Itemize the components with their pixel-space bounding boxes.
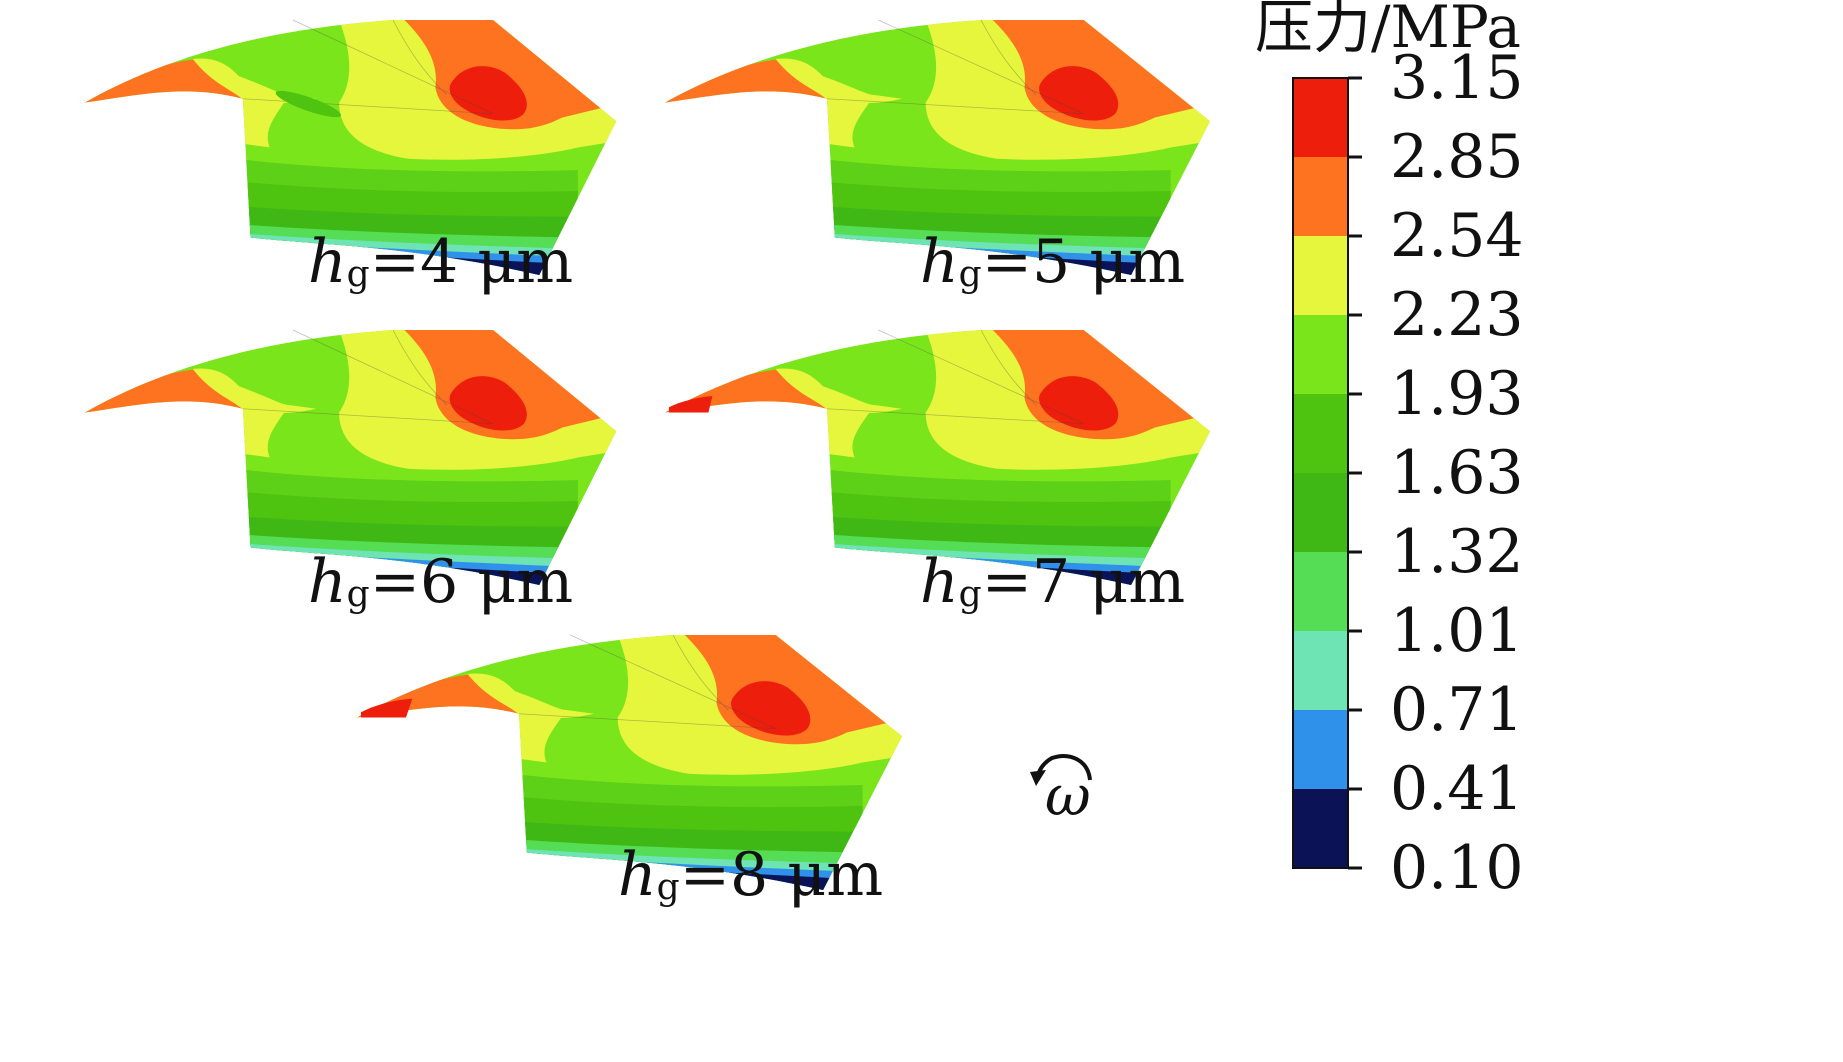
panel-label-hg6: hg=6 μm — [308, 547, 573, 617]
colorbar-band — [1293, 710, 1348, 790]
rotation-indicator: ω — [1030, 754, 1092, 829]
colorbar-tick-label: 3.15 — [1390, 43, 1524, 113]
colorbar-ticks: 3.15 2.85 2.54 2.23 1.93 1.63 1.32 1.01 0.71 0.41… — [1348, 43, 1524, 903]
counterclockwise-arrow-icon — [1036, 754, 1092, 781]
colorbar-tick-label: 1.01 — [1390, 596, 1524, 666]
pressure-panel-hg7 — [657, 323, 1226, 601]
colorbar-tick-label: 0.41 — [1390, 754, 1524, 824]
colorbar-band — [1293, 631, 1348, 711]
panel-label-hg8: hg=8 μm — [618, 840, 883, 910]
panel-label-hg7: hg=7 μm — [920, 547, 1185, 617]
colorbar-bands — [1293, 78, 1348, 869]
panel-labels: hg=4 μm hg=5 μm hg=6 μm hg=7 μm hg=8 μm — [308, 227, 1185, 910]
pressure-panel-hg8 — [349, 628, 918, 906]
colorbar-tick-label: 2.23 — [1390, 280, 1524, 350]
colorbar-tick-label: 1.63 — [1390, 438, 1524, 508]
panel-label-hg4: hg=4 μm — [308, 227, 573, 297]
panel-label-hg5: hg=5 μm — [920, 227, 1185, 297]
colorbar-tick-label: 2.54 — [1390, 201, 1524, 271]
colorbar-band — [1293, 394, 1348, 474]
colorbar-band — [1293, 78, 1348, 158]
omega-symbol: ω — [1045, 764, 1091, 829]
colorbar-band — [1293, 157, 1348, 237]
colorbar-tick-label: 2.85 — [1390, 122, 1524, 192]
colorbar-tick-label: 0.10 — [1390, 833, 1524, 903]
colorbar-tick-label: 1.93 — [1390, 359, 1524, 429]
colorbar-band — [1293, 315, 1348, 395]
colorbar-band — [1293, 552, 1348, 632]
colorbar: 压力/MPa 3.15 2.85 2.54 2.23 1.93 1.63 1.32 1.01 0… — [1255, 0, 1524, 903]
colorbar-title: 压力/MPa — [1255, 0, 1521, 61]
colorbar-band — [1293, 236, 1348, 316]
colorbar-tick-label: 0.71 — [1390, 675, 1524, 745]
colorbar-band — [1293, 789, 1348, 869]
colorbar-tick-label: 1.32 — [1390, 517, 1524, 587]
colorbar-band — [1293, 473, 1348, 553]
pressure-panel-hg4 — [77, 13, 631, 291]
